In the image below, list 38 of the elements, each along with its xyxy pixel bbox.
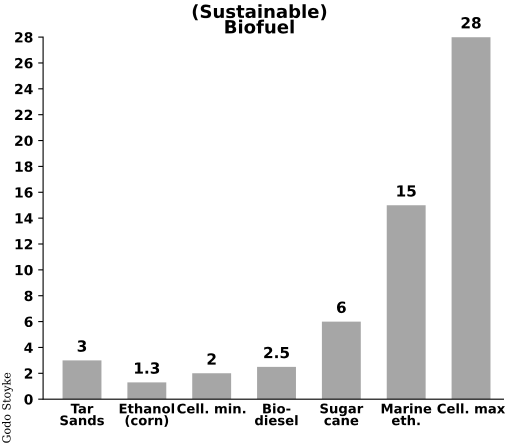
y-tick-label: 20	[15, 136, 33, 146]
bar	[452, 37, 490, 400]
y-tick-label: 4	[24, 342, 33, 353]
y-tick-label: 24	[15, 84, 33, 94]
y-tick-label: 12	[16, 238, 32, 250]
data-label: 28	[462, 17, 481, 29]
x-tick-label: Marine eth.	[382, 403, 432, 426]
bar	[127, 382, 166, 400]
chart-title: (Sustainable) Biofuel	[192, 4, 326, 34]
x-tick-label: Tar Sands	[60, 404, 104, 426]
y-tick-label: 0	[24, 394, 33, 405]
bar	[322, 322, 361, 400]
y-tick-label: 8	[24, 290, 33, 302]
data-label: 2	[208, 353, 216, 365]
bar	[192, 373, 232, 400]
bar	[62, 360, 102, 400]
x-tick-label: Sugar cane	[320, 403, 364, 426]
data-label: 6	[336, 302, 346, 314]
y-tick-label: 2	[24, 368, 32, 379]
text: Godo Stoyke	[2, 372, 13, 443]
y-tick-label: 10	[16, 264, 33, 276]
y-tick-label: 26	[15, 58, 33, 68]
y-tick-label: 14	[16, 213, 33, 224]
data-label: 2.5	[264, 346, 289, 358]
x-tick-label: Bio- diesel	[254, 403, 298, 426]
bar	[257, 366, 296, 400]
data-label: 15	[397, 185, 416, 197]
data-label: 3	[78, 340, 86, 352]
data-label: 1.3	[135, 362, 160, 374]
x-tick-label: Cell. max	[437, 403, 506, 414]
x-tick-label: Cell. min.	[177, 403, 246, 414]
y-tick-label: 6	[24, 316, 33, 328]
y-tick-label: 22	[15, 110, 32, 120]
y-tick-label: 18	[16, 161, 33, 172]
bar	[386, 205, 426, 400]
y-tick-label: 16	[16, 187, 33, 198]
x-tick-label: Ethanol (corn)	[120, 403, 174, 427]
y-tick-label: 28	[15, 32, 33, 43]
